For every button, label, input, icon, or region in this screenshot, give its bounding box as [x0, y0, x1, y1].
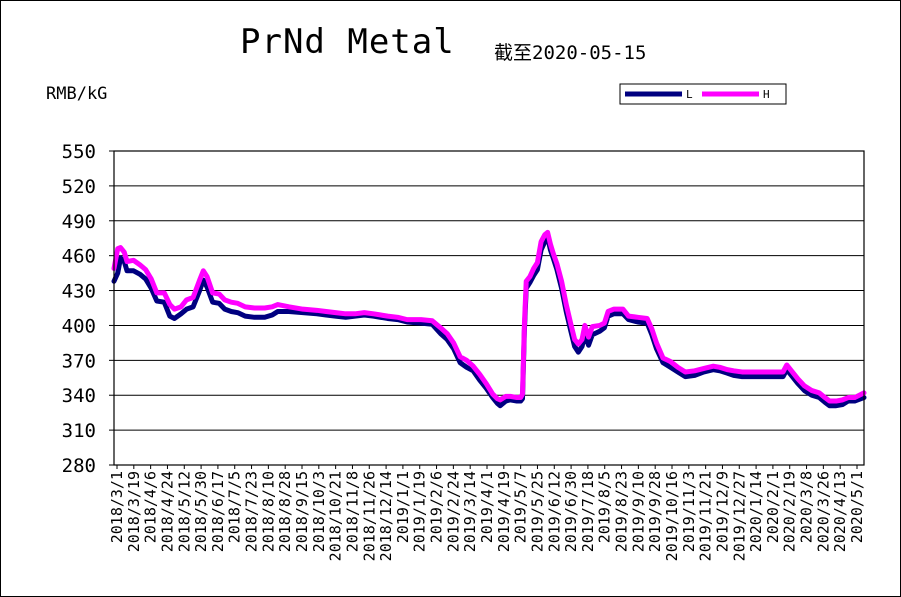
x-tick-label: 2018/3/1 — [108, 471, 126, 543]
x-tick-label: 2018/11/8 — [343, 471, 361, 552]
x-tick-label: 2020/1/14 — [747, 471, 765, 552]
y-tick-label: 370 — [62, 350, 96, 372]
x-tick-label: 2019/4/1 — [478, 471, 496, 543]
x-tick-label: 2019/11/3 — [680, 471, 698, 552]
x-tick-label: 2018/4/24 — [158, 471, 176, 552]
x-tick-label: 2019/4/19 — [495, 471, 513, 552]
x-tick-label: 2019/2/24 — [444, 471, 462, 552]
x-tick-label: 2018/4/6 — [142, 471, 160, 543]
y-tick-label: 460 — [62, 246, 96, 268]
x-tick-label: 2018/7/23 — [243, 471, 261, 552]
x-tick-label: 2020/2/19 — [781, 471, 799, 552]
plot-area-border — [113, 150, 865, 466]
legend-label-L: L — [686, 88, 693, 101]
legend: L H — [619, 83, 787, 105]
chart-title: PrNd Metal — [240, 22, 455, 62]
x-tick-label: 2019/10/16 — [663, 471, 681, 561]
x-tick-label: 2019/11/21 — [697, 471, 715, 561]
y-tick-label: 400 — [62, 315, 96, 337]
x-tick-label: 2019/1/19 — [411, 471, 429, 552]
series-line-H — [111, 229, 867, 404]
x-tick-label: 2019/3/14 — [461, 471, 479, 552]
x-tick-label: 2018/8/28 — [276, 471, 294, 552]
x-tick-label: 2020/4/13 — [831, 471, 849, 552]
x-tick-label: 2020/5/1 — [848, 471, 866, 543]
x-tick-label: 2018/5/30 — [192, 471, 210, 552]
x-tick-label: 2019/8/5 — [596, 471, 614, 543]
x-tick-label: 2019/6/30 — [562, 471, 580, 552]
grid-lines — [114, 185, 864, 431]
x-tick-label: 2019/5/7 — [512, 471, 530, 543]
x-tick-label: 2020/2/1 — [764, 471, 782, 543]
x-tick-label: 2018/6/17 — [209, 471, 227, 552]
chart-subtitle: 截至2020-05-15 — [494, 42, 647, 64]
x-tick-labels: 2018/3/12018/3/192018/4/62018/4/242018/5… — [108, 465, 866, 561]
x-tick-label: 2019/9/28 — [646, 471, 664, 552]
x-tick-label: 2020/3/26 — [814, 471, 832, 552]
y-tick-label: 310 — [62, 420, 96, 442]
y-tick-labels: 280 310 340 370 400 430 460 490 520 550 — [62, 141, 114, 477]
x-tick-label: 2019/9/10 — [629, 471, 647, 552]
x-tick-label: 2018/8/10 — [259, 471, 277, 552]
x-tick-label: 2019/12/27 — [730, 471, 748, 561]
series-lines — [111, 229, 867, 409]
x-tick-label: 2019/5/25 — [528, 471, 546, 552]
y-tick-label: 550 — [62, 141, 96, 163]
x-tick-label: 2018/3/19 — [125, 471, 143, 552]
x-tick-label: 2018/5/12 — [175, 471, 193, 552]
y-tick-label: 430 — [62, 281, 96, 303]
series-line-L — [111, 234, 867, 409]
y-tick-label: 280 — [62, 455, 96, 477]
x-tick-label: 2018/10/3 — [310, 471, 328, 552]
x-tick-label: 2020/3/8 — [798, 471, 816, 543]
y-axis-unit: RMB/kG — [46, 84, 108, 104]
x-tick-label: 2019/2/6 — [428, 471, 446, 543]
x-tick-label: 2019/7/18 — [579, 471, 597, 552]
y-tick-label: 490 — [62, 211, 96, 233]
x-tick-label: 2019/8/23 — [613, 471, 631, 552]
y-tick-label: 340 — [62, 385, 96, 407]
y-tick-label: 520 — [62, 176, 96, 198]
x-tick-label: 2018/7/5 — [226, 471, 244, 543]
x-tick-label: 2018/11/26 — [360, 471, 378, 561]
x-tick-label: 2019/6/12 — [545, 471, 563, 552]
legend-label-H: H — [763, 88, 770, 101]
x-tick-label: 2019/12/9 — [713, 471, 731, 552]
x-tick-label: 2019/1/1 — [394, 471, 412, 543]
x-tick-label: 2018/10/21 — [327, 471, 345, 561]
x-tick-label: 2018/12/14 — [377, 471, 395, 561]
x-tick-label: 2018/9/15 — [293, 471, 311, 552]
